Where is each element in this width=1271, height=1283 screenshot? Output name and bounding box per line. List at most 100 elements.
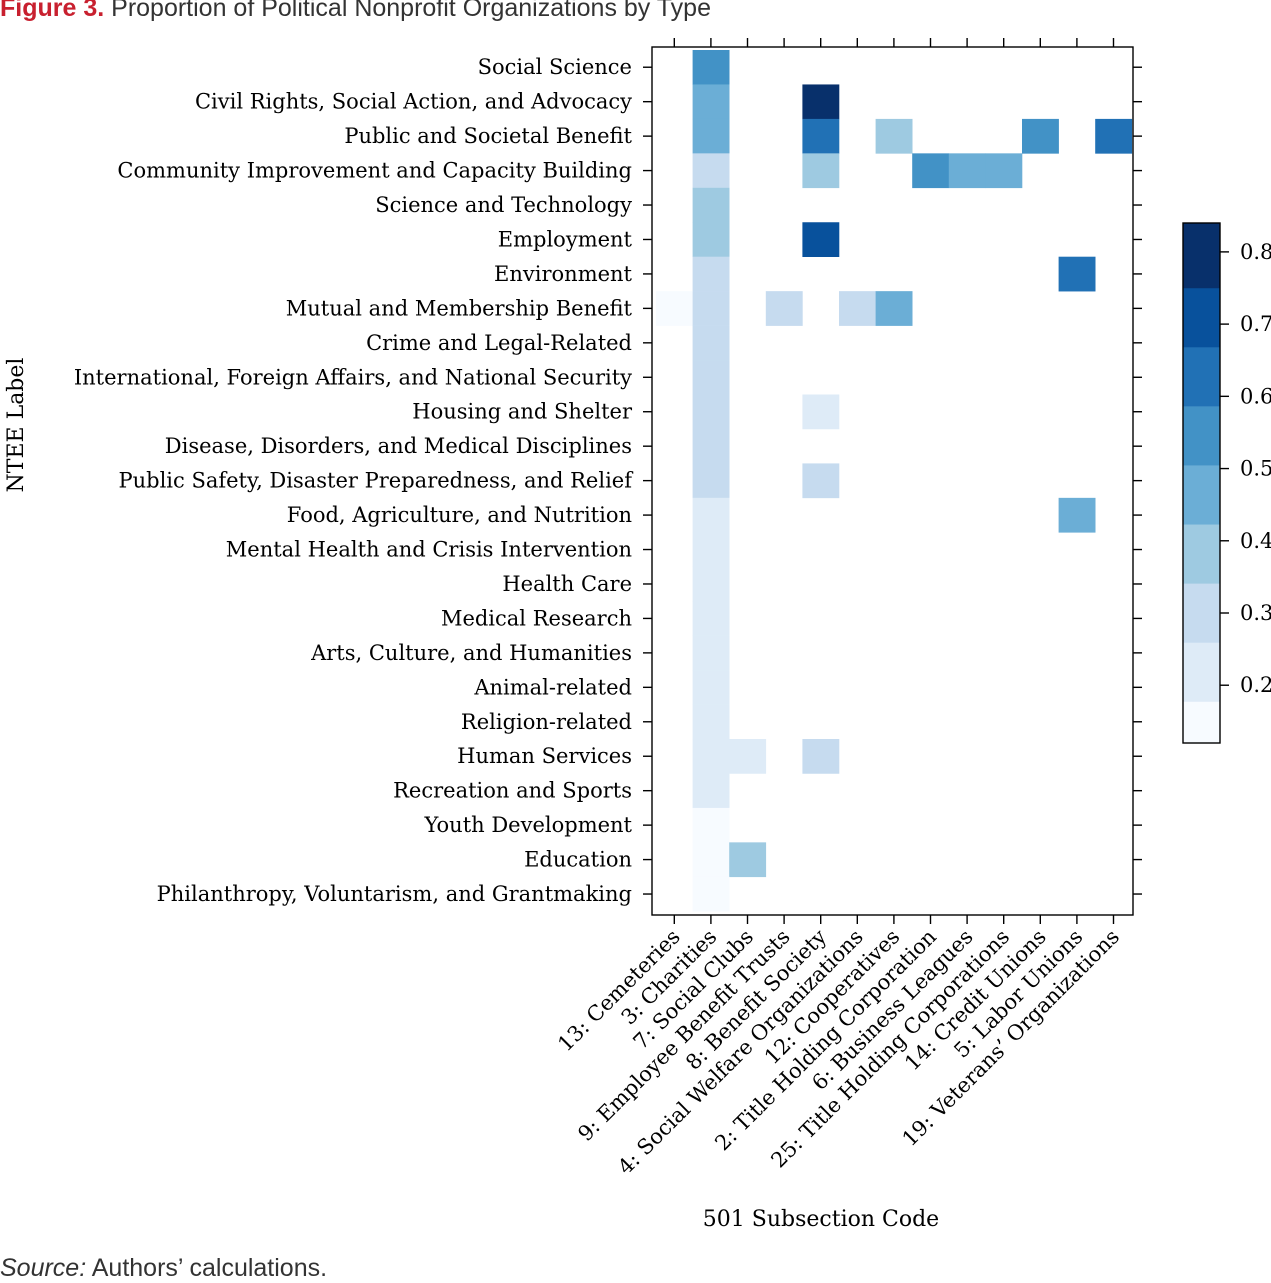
colorbar-swatch: [1183, 465, 1220, 525]
y-tick-labels: Social Science Civil Rights, Social Actio…: [74, 55, 634, 906]
source-text: Authors’ calculations.: [91, 1254, 328, 1282]
heatmap-cell: [692, 394, 730, 430]
y-tick-label: Health Care: [502, 572, 632, 596]
heatmap-cell: [692, 670, 730, 705]
heatmap-cell: [839, 291, 876, 326]
heatmap-cell: [948, 153, 986, 189]
heatmap-cell: [1058, 497, 1096, 533]
heatmap-cell: [692, 118, 730, 154]
colorbar: 0.2 0.3 0.4 0.5 0.6 0.7 0.8: [1182, 222, 1271, 744]
heatmap-cell: [692, 256, 730, 292]
colorbar-tick-label: 0.8: [1240, 240, 1271, 264]
heatmap-cell: [729, 842, 767, 878]
y-tick-label: Human Services: [457, 744, 632, 768]
heatmap-cell: [656, 291, 693, 326]
y-tick-label: Disease, Disorders, and Medical Discipli…: [165, 434, 632, 458]
heatmap-cell: [765, 291, 803, 326]
heatmap-cell: [692, 187, 730, 223]
y-tick-label: Housing and Shelter: [412, 400, 633, 424]
heatmap-cell: [692, 360, 730, 395]
colorbar-swatch: [1183, 223, 1220, 289]
heatmap-cell: [1058, 256, 1096, 292]
heatmap-cell: [692, 463, 730, 499]
heatmap-cell: [985, 153, 1023, 189]
heatmap-cell: [1022, 118, 1059, 154]
heatmap-cell: [1095, 118, 1133, 154]
heatmap-cell: [692, 635, 730, 671]
axis-ticks: [643, 38, 1142, 924]
y-tick-label: Medical Research: [441, 606, 632, 630]
heatmap-cell: [692, 428, 730, 464]
y-tick-label: Environment: [494, 262, 633, 286]
y-tick-label: Recreation and Sports: [393, 779, 632, 803]
heatmap-cell: [802, 394, 840, 430]
colorbar-swatch: [1183, 642, 1220, 702]
y-tick-label: Philanthropy, Voluntarism, and Grantmaki…: [157, 882, 632, 906]
heatmap-cell: [802, 463, 840, 499]
y-tick-label: Community Improvement and Capacity Build…: [117, 159, 632, 183]
source-label: Source:: [0, 1254, 87, 1282]
heatmap-cell: [692, 807, 730, 843]
heatmap-cell: [692, 153, 730, 189]
colorbar-swatch: [1183, 701, 1220, 744]
heatmap-cell: [875, 118, 913, 154]
figure-source: Source: Authors’ calculations.: [0, 1254, 327, 1283]
colorbar-tick-label: 0.2: [1240, 673, 1271, 697]
heatmap-cell: [692, 842, 730, 878]
y-tick-label: Mutual and Membership Benefit: [286, 296, 633, 320]
heatmap-cell: [692, 876, 730, 912]
heatmap-cell: [729, 739, 767, 774]
heatmap-cell: [802, 84, 840, 120]
y-tick-label: Food, Agriculture, and Nutrition: [287, 503, 632, 527]
heatmap-cell: [692, 773, 730, 809]
y-tick-label: Education: [524, 848, 632, 872]
y-tick-label: Civil Rights, Social Action, and Advocac…: [195, 90, 632, 114]
heatmap-cell: [692, 497, 730, 533]
figure-header: Figure 3. Proportion of Political Nonpro…: [0, 0, 711, 23]
colorbar-swatch: [1183, 524, 1220, 584]
y-tick-label: Arts, Culture, and Humanities: [310, 641, 632, 665]
heatmap-cell: [692, 566, 730, 602]
colorbar-tick-label: 0.3: [1240, 601, 1271, 625]
x-axis-title: 501 Subsection Code: [703, 1207, 939, 1232]
heatmap-cell: [692, 601, 730, 636]
colorbar-tick-label: 0.6: [1240, 384, 1271, 408]
y-tick-label: Crime and Legal-Related: [366, 331, 632, 355]
heatmap-cell: [692, 222, 730, 257]
heatmap-cell: [692, 50, 730, 85]
heatmap-cell: [692, 739, 730, 774]
y-tick-label: Employment: [498, 227, 633, 251]
y-axis-title: NTEE Label: [4, 358, 29, 493]
colorbar-frame: [1182, 222, 1221, 744]
y-tick-label: Mental Health and Crisis Intervention: [226, 538, 632, 562]
heatmap-cell: [692, 704, 730, 740]
heatmap-cell: [802, 153, 840, 189]
colorbar-tick-label: 0.5: [1240, 457, 1271, 481]
colorbar-swatch: [1183, 347, 1220, 407]
heatmap-cell: [692, 84, 730, 120]
heatmap-cell: [692, 532, 730, 568]
heatmap-cell: [802, 739, 840, 774]
y-tick-label: Public Safety, Disaster Preparedness, an…: [118, 469, 634, 493]
y-tick-label: International, Foreign Affairs, and Nati…: [74, 365, 632, 389]
y-tick-label: Science and Technology: [375, 193, 632, 217]
y-tick-label: Public and Societal Benefit: [344, 124, 632, 148]
colorbar-tick-label: 0.4: [1240, 529, 1271, 553]
heatmap-cells: [656, 50, 1133, 912]
heatmap-cell: [875, 291, 913, 326]
colorbar-swatch: [1183, 406, 1220, 466]
y-tick-label: Religion-related: [461, 710, 632, 734]
heatmap-cell: [802, 222, 840, 257]
heatmap-chart: Social Science Civil Rights, Social Actio…: [4, 38, 1271, 1232]
y-tick-label: Youth Development: [423, 813, 632, 837]
heatmap-cell: [912, 153, 950, 189]
colorbar-tick-label: 0.7: [1240, 312, 1271, 336]
figure-title: Proportion of Political Nonprofit Organi…: [111, 0, 711, 22]
y-tick-label: Animal-related: [473, 675, 632, 699]
figure-label: Figure 3.: [0, 0, 105, 22]
colorbar-swatch: [1183, 287, 1220, 348]
y-tick-label: Social Science: [478, 55, 632, 79]
heatmap-cell: [802, 118, 840, 154]
heatmap-cell: [692, 291, 730, 326]
